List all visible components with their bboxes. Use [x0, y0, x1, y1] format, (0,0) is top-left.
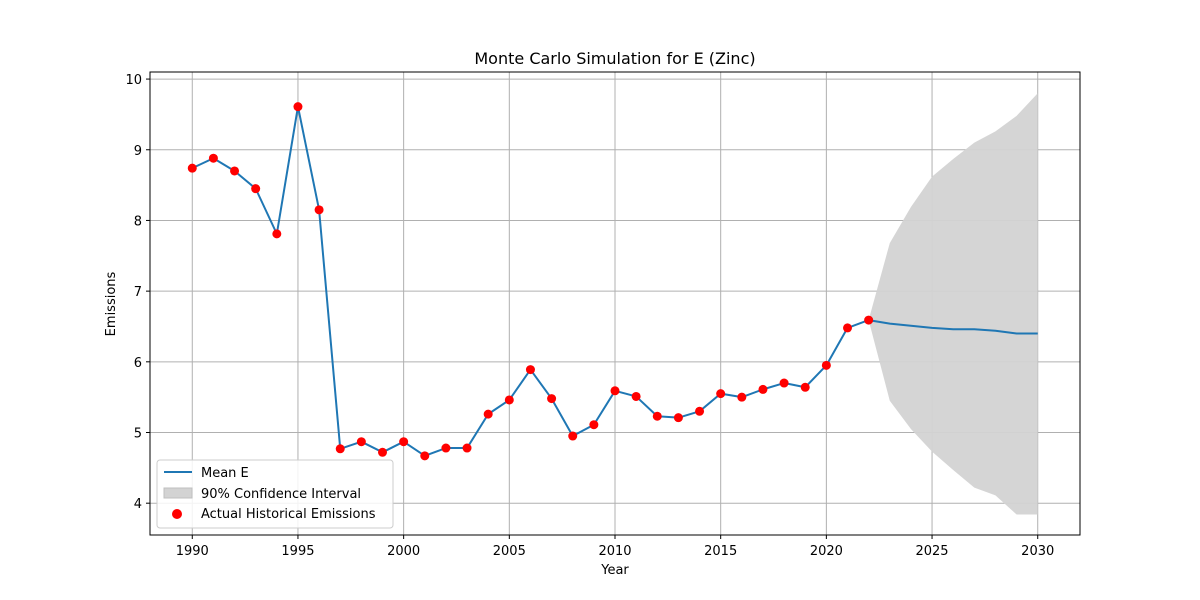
actual-point: [800, 382, 810, 392]
legend-label-actual: Actual Historical Emissions: [201, 507, 376, 522]
plot-area: [149, 71, 1081, 536]
x-tick-label: 2010: [598, 544, 631, 559]
actual-point: [737, 392, 747, 402]
actual-point: [716, 389, 726, 399]
actual-point: [314, 205, 324, 215]
legend-swatch-actual: [172, 509, 182, 519]
actual-point: [610, 386, 620, 396]
y-axis-label: Emissions: [104, 271, 119, 336]
confidence-band-layer: [868, 93, 1038, 515]
x-axis-label: Year: [600, 563, 629, 578]
y-axis-ticks: 4 5 6 7 8 9 10: [125, 73, 150, 512]
actual-point: [843, 323, 852, 333]
legend-label-mean: Mean E: [201, 466, 249, 481]
y-tick-label: 5: [134, 427, 142, 442]
confidence-band: [868, 93, 1038, 515]
actual-point: [356, 437, 366, 447]
y-tick-label: 6: [134, 356, 142, 371]
actual-point: [378, 447, 387, 457]
y-tick-label: 4: [134, 497, 142, 512]
legend-label-confidence: 90% Confidence Interval: [201, 487, 361, 502]
actual-point: [335, 444, 345, 454]
y-tick-label: 8: [134, 214, 142, 229]
actual-point: [441, 443, 451, 453]
actual-point: [399, 437, 409, 447]
y-tick-label: 10: [125, 73, 142, 88]
actual-point: [673, 413, 683, 423]
actual-point: [293, 102, 303, 112]
y-tick-label: 9: [134, 144, 142, 159]
actual-point: [483, 409, 493, 419]
actual-point: [208, 153, 218, 163]
x-tick-label: 2015: [704, 544, 737, 559]
y-tick-label: 7: [134, 285, 142, 300]
actual-point: [821, 360, 831, 370]
x-tick-label: 2030: [1021, 544, 1054, 559]
actual-point: [420, 451, 430, 461]
actual-point: [652, 411, 662, 421]
x-tick-label: 2000: [387, 544, 420, 559]
actual-point: [631, 391, 641, 401]
x-tick-label: 2025: [915, 544, 948, 559]
actual-point: [525, 365, 535, 375]
actual-point: [187, 163, 197, 173]
actual-point: [695, 406, 705, 416]
actual-point: [779, 378, 789, 388]
actual-point: [462, 443, 472, 453]
actual-point: [864, 315, 874, 325]
actual-point: [758, 384, 768, 394]
chart-title: Monte Carlo Simulation for E (Zinc): [474, 49, 755, 68]
actual-point: [568, 431, 578, 441]
x-tick-label: 1990: [176, 544, 209, 559]
legend: Mean E 90% Confidence Interval Actual Hi…: [156, 459, 394, 529]
actual-point: [589, 420, 599, 430]
legend-box: [156, 459, 394, 529]
actual-point: [547, 394, 557, 404]
x-axis-ticks: 1990 1995 2000 2005 2010 2015 2020 2025 2030: [176, 535, 1054, 559]
x-tick-label: 2020: [810, 544, 843, 559]
x-tick-label: 2005: [493, 544, 526, 559]
actual-point: [251, 184, 261, 194]
legend-swatch-confidence: [163, 487, 193, 499]
actual-points-layer: [187, 102, 874, 461]
x-tick-label: 1995: [281, 544, 314, 559]
actual-point: [504, 395, 514, 405]
actual-point: [272, 229, 282, 239]
actual-point: [230, 166, 240, 176]
